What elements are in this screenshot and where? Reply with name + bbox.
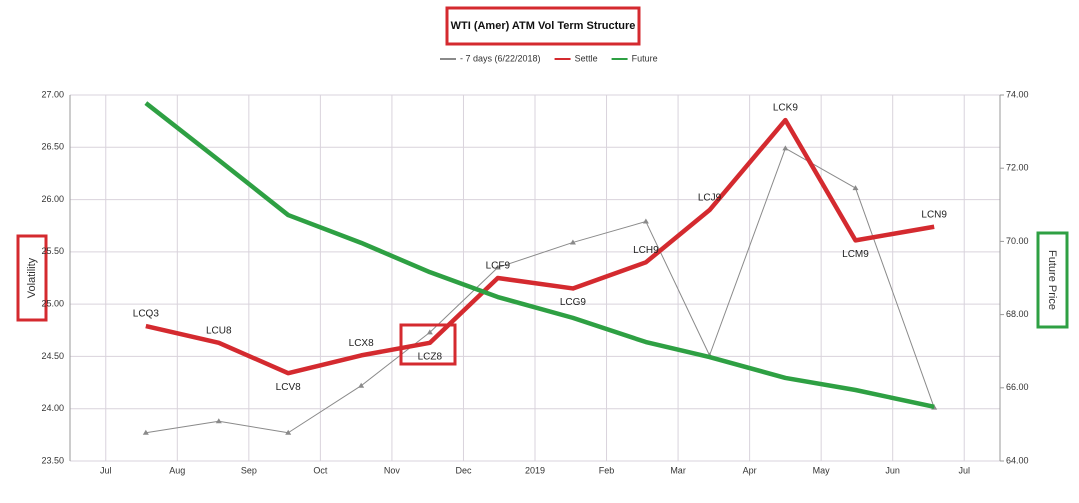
y-tick-label: 25.00: [41, 299, 64, 309]
point-label: LCN9: [921, 209, 947, 220]
y2-label-box: [1036, 231, 1069, 329]
point-marker: [285, 429, 292, 435]
point-label: LCG9: [560, 297, 587, 308]
point-marker: [569, 239, 576, 245]
highlight-box: [399, 323, 457, 366]
point-label: LCJ9: [698, 193, 722, 204]
chart-title: WTI (Amer) ATM Vol Term Structure: [451, 20, 636, 32]
y-axis-label: Volatility: [26, 257, 38, 298]
point-label: LCK9: [773, 103, 798, 114]
x-tick-label: Jul: [100, 465, 112, 475]
y-tick-label: 25.50: [41, 246, 64, 256]
point-label: LCM9: [842, 249, 869, 260]
series-line: [145, 117, 935, 376]
point-label: LCF9: [486, 261, 511, 272]
legend-label: Future: [632, 53, 658, 63]
series-line: [144, 101, 935, 410]
x-tick-label: Jun: [885, 465, 900, 475]
point-label: LCQ3: [133, 309, 160, 320]
x-tick-label: Jul: [958, 465, 970, 475]
y-tick-label: 24.00: [41, 403, 64, 413]
point-marker: [358, 382, 365, 388]
y2-tick-label: 70.00: [1006, 236, 1029, 246]
title-box: [445, 6, 641, 46]
y-tick-label: 24.50: [41, 351, 64, 361]
x-tick-label: Nov: [384, 465, 401, 475]
point-marker: [852, 185, 859, 191]
x-tick-label: 2019: [525, 465, 545, 475]
point-label: LCH9: [633, 245, 659, 256]
point-marker: [494, 264, 501, 270]
point-label: LCX8: [349, 338, 374, 349]
plot-area: 23.50 24.00 24.50 25.00 25.50 26.00 26.50 27.00…: [41, 89, 1028, 475]
y-tick-label: 23.50: [41, 455, 64, 465]
y2-tick-label: 72.00: [1006, 163, 1029, 173]
y-tick-label: 26.00: [41, 194, 64, 204]
point-marker: [782, 145, 789, 151]
x-tick-label: Apr: [743, 465, 757, 475]
y-label-box: [16, 234, 48, 322]
point-marker: [426, 329, 433, 335]
legend-label: Settle: [575, 53, 598, 63]
y2-tick-label: 66.00: [1006, 382, 1029, 392]
y2-tick-label: 64.00: [1006, 455, 1029, 465]
y-tick-label: 27.00: [41, 89, 64, 99]
y2-tick-label: 68.00: [1006, 309, 1029, 319]
point-marker: [142, 429, 149, 435]
series-line: [145, 147, 935, 434]
point-marker: [215, 418, 222, 424]
x-tick-label: Mar: [670, 465, 686, 475]
point-label: LCZ8: [418, 351, 443, 362]
x-tick-label: Dec: [455, 465, 472, 475]
x-tick-label: Oct: [313, 465, 328, 475]
x-tick-label: Aug: [169, 465, 185, 475]
x-tick-label: May: [813, 465, 831, 475]
x-tick-label: Sep: [241, 465, 257, 475]
x-tick-label: Feb: [599, 465, 615, 475]
point-marker: [642, 218, 649, 224]
y2-tick-label: 74.00: [1006, 89, 1029, 99]
legend-label: - 7 days (6/22/2018): [460, 53, 541, 63]
y2-axis-label: Future Price: [1046, 250, 1058, 310]
point-label: LCV8: [276, 382, 301, 393]
y-tick-label: 26.50: [41, 142, 64, 152]
point-label: LCU8: [206, 325, 232, 336]
